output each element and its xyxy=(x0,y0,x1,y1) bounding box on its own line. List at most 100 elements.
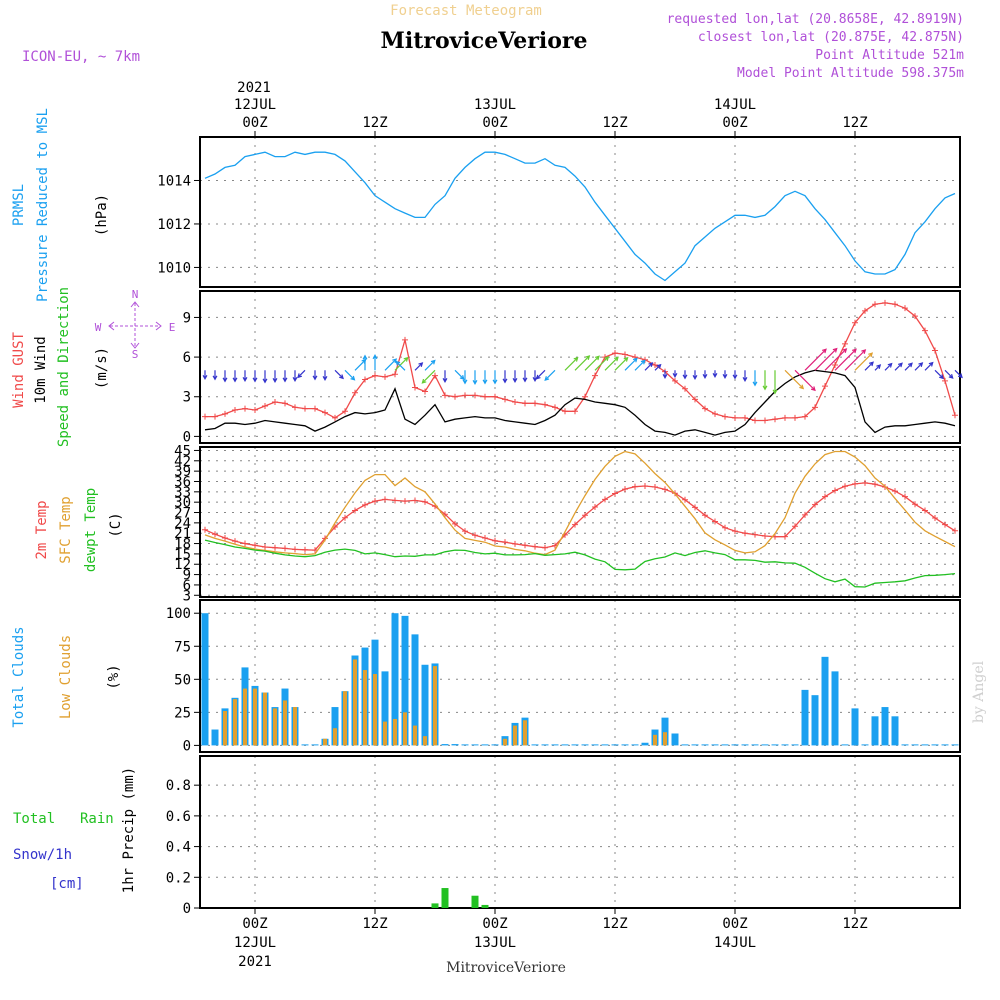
total-cloud-bar xyxy=(621,744,629,746)
data-point-marker xyxy=(352,389,358,396)
y-tick-label: 9 xyxy=(183,310,191,326)
total-cloud-bar xyxy=(481,744,489,746)
data-point-marker xyxy=(922,327,928,334)
low-cloud-bar xyxy=(523,720,527,746)
wind-vector-arrow xyxy=(742,370,748,383)
low-cloud-bar xyxy=(223,711,227,746)
y-tick-label: 12 xyxy=(174,557,191,573)
data-point-marker xyxy=(742,530,748,537)
data-point-marker xyxy=(872,301,878,308)
y-tick-label: 1010 xyxy=(157,260,191,276)
wind-vector-arrow xyxy=(262,370,268,384)
wind-vector-arrow xyxy=(564,356,579,371)
data-point-marker xyxy=(472,392,478,399)
wind-vector-arrow xyxy=(242,370,248,383)
top-date-label: 14JUL xyxy=(714,97,756,113)
data-point-marker xyxy=(262,402,268,409)
pressure-frame xyxy=(199,136,961,288)
wind-vector-arrow xyxy=(944,369,954,379)
wind-vector-arrow xyxy=(362,354,368,371)
data-point-marker xyxy=(912,501,918,508)
wind-vector-arrow xyxy=(462,370,468,385)
pressure-label-1: PRMSL xyxy=(11,184,27,226)
data-point-marker xyxy=(282,545,288,552)
total-cloud-bar xyxy=(301,744,309,746)
wind-vector-arrow xyxy=(584,355,600,371)
total-cloud-bar xyxy=(781,744,789,746)
data-point-marker xyxy=(882,299,888,306)
data-point-marker xyxy=(302,546,308,553)
y-tick-label: 24 xyxy=(174,516,191,532)
wind-vector-arrow xyxy=(784,369,805,390)
data-point-marker xyxy=(792,414,798,421)
subtitle: Forecast Meteogram xyxy=(390,3,542,19)
precip-legend-total: Total xyxy=(13,811,55,827)
data-point-marker xyxy=(672,377,678,384)
data-point-marker xyxy=(532,543,538,550)
wind-vector-arrow xyxy=(502,370,508,384)
data-point-marker xyxy=(512,540,518,547)
cloud-label-3: (%) xyxy=(106,664,122,689)
data-point-marker xyxy=(532,400,538,407)
wind-vector-arrow xyxy=(604,356,619,371)
wind-vector-arrow xyxy=(312,370,318,381)
data-point-marker xyxy=(202,413,208,420)
total-cloud-bar xyxy=(851,708,859,746)
data-point-marker xyxy=(762,417,768,424)
series-line-prmsl xyxy=(204,151,956,282)
data-point-marker xyxy=(862,307,868,314)
wind-vector-arrow xyxy=(752,370,758,387)
total-cloud-bar xyxy=(751,744,759,746)
total-cloud-bar xyxy=(741,744,749,746)
wind-vector-arrow xyxy=(874,364,882,371)
series-line-dewpt-temp xyxy=(204,539,956,588)
total-cloud-bar xyxy=(411,634,419,746)
precip-legend-rain: Rain xyxy=(80,811,114,827)
total-cloud-bar xyxy=(631,744,639,746)
total-cloud-bar xyxy=(771,744,779,746)
total-cloud-bar xyxy=(841,744,849,746)
top-hour-label: 00Z xyxy=(242,115,267,131)
data-point-marker xyxy=(822,493,828,500)
data-point-marker xyxy=(452,393,458,400)
total-cloud-bar xyxy=(531,744,539,746)
data-point-marker xyxy=(762,532,768,539)
y-tick-label: 45 xyxy=(174,443,191,459)
wind-vector-arrow xyxy=(544,369,556,381)
data-point-marker xyxy=(522,542,528,549)
bottom-hour-label: 12Z xyxy=(362,916,387,932)
data-point-marker xyxy=(252,542,258,549)
wind-vector-arrow xyxy=(914,362,924,371)
data-point-marker xyxy=(222,410,228,417)
series-line-wind-gust xyxy=(205,302,956,422)
top-time-axis: 12JUL 00Z 12Z 13JUL 00Z 12Z 14JUL 00Z 12Z xyxy=(234,97,868,137)
wind-frame xyxy=(199,290,961,444)
pressure-panel: 1010 1012 1014 xyxy=(157,136,961,288)
total-cloud-bar xyxy=(201,613,209,746)
data-point-marker xyxy=(492,537,498,544)
low-cloud-bar xyxy=(253,688,257,746)
series-line-2m-temp xyxy=(204,482,956,551)
data-point-marker xyxy=(952,527,958,534)
top-date-label: 13JUL xyxy=(474,97,516,113)
wind-vector-arrow xyxy=(272,370,278,384)
total-cloud-bar xyxy=(701,744,709,746)
data-point-marker xyxy=(292,546,298,553)
data-point-marker xyxy=(642,482,648,489)
total-cloud-bar xyxy=(451,744,459,746)
data-point-marker xyxy=(622,351,628,358)
data-point-marker xyxy=(892,301,898,308)
total-cloud-bar xyxy=(891,716,899,746)
data-point-marker xyxy=(742,414,748,421)
wind-vector-arrow xyxy=(454,369,465,380)
data-point-marker xyxy=(502,396,508,403)
precip-bar xyxy=(471,895,479,908)
data-point-marker xyxy=(802,511,808,518)
data-point-marker xyxy=(212,531,218,538)
total-cloud-bar xyxy=(811,695,819,746)
data-point-marker xyxy=(662,486,668,493)
y-tick-label: 100 xyxy=(166,606,191,622)
compass-n: N xyxy=(132,288,139,301)
bottom-hour-label: 12Z xyxy=(842,916,867,932)
